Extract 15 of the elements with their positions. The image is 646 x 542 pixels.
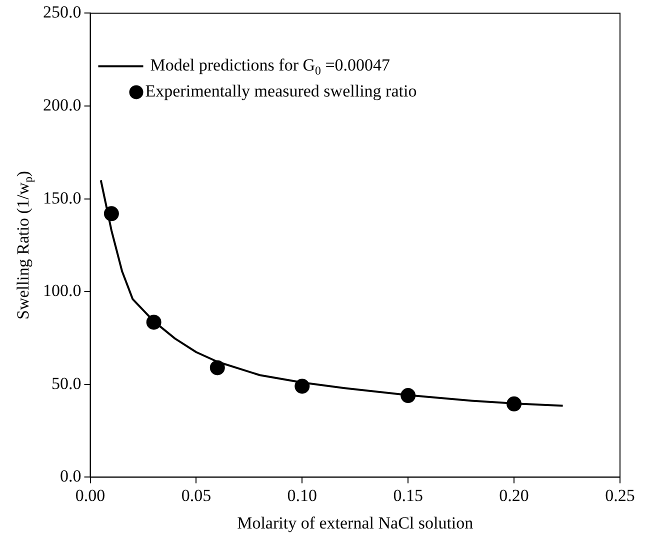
- y-tick-label: 50.0: [52, 374, 82, 393]
- y-tick-label: 0.0: [60, 466, 82, 486]
- x-axis-title: Molarity of external NaCl solution: [237, 513, 474, 532]
- x-tick-label: 0.25: [605, 486, 635, 505]
- legend-label: Experimentally measured swelling ratio: [145, 82, 417, 101]
- y-tick-label: 200.0: [43, 95, 82, 114]
- x-tick-label: 0.00: [75, 486, 106, 505]
- x-tick-label: 0.20: [499, 486, 529, 505]
- y-tick-label: 100.0: [43, 281, 82, 300]
- x-tick-label: 0.15: [393, 486, 423, 505]
- x-tick-label: 0.05: [181, 486, 212, 505]
- y-tick-label: 150.0: [43, 188, 82, 208]
- x-tick-label: 0.10: [287, 486, 318, 505]
- y-tick-label: 250.0: [43, 2, 82, 22]
- y-axis-title: Swelling Ratio (1/wp): [13, 170, 36, 320]
